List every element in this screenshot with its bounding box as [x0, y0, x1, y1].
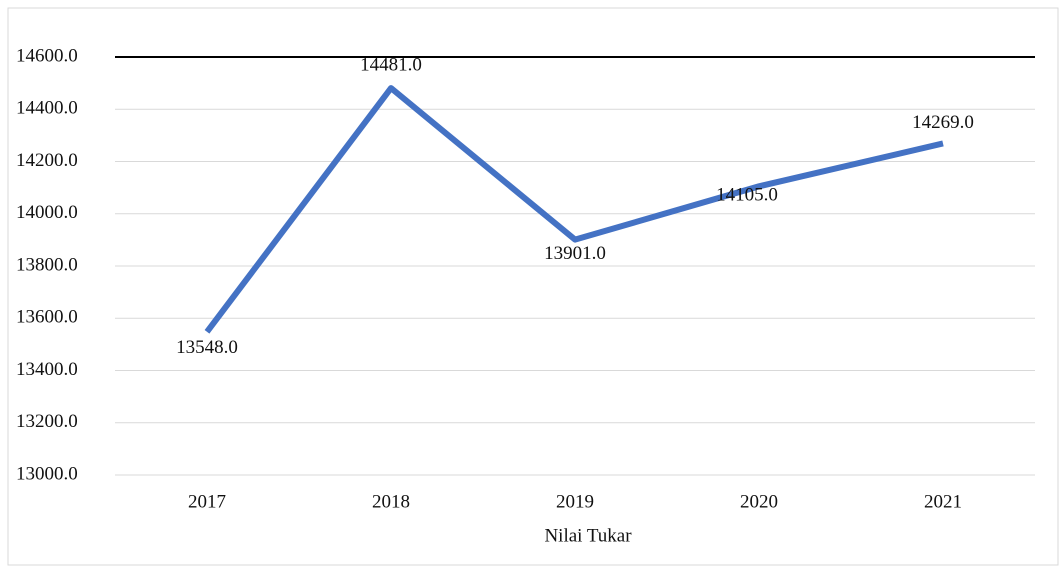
y-tick-label: 14600.0: [16, 45, 78, 66]
data-label: 14105.0: [716, 185, 778, 206]
x-axis-label: Nilai Tukar: [544, 525, 632, 546]
y-tick-label: 13800.0: [16, 254, 78, 275]
x-tick-label: 2018: [372, 491, 410, 512]
x-tick-label: 2021: [924, 491, 962, 512]
line: [204, 85, 944, 334]
x-tick-label: 2017: [188, 491, 226, 512]
data-label: 14269.0: [912, 112, 974, 133]
x-tick-label: 2019: [556, 491, 594, 512]
y-tick-label: 14200.0: [16, 150, 78, 171]
data-label: 14481.0: [360, 54, 422, 75]
y-tick-label: 13400.0: [16, 359, 78, 380]
x-tick-label: 2020: [740, 491, 778, 512]
y-tick-label: 13000.0: [16, 463, 78, 484]
chart-border: [7, 7, 1059, 566]
y-tick-label: 14000.0: [16, 202, 78, 223]
y-tick-label: 13200.0: [16, 411, 78, 432]
data-label: 13548.0: [176, 337, 238, 358]
y-tick-label: 13600.0: [16, 307, 78, 328]
data-label: 13901.0: [544, 243, 606, 264]
y-tick-label: 14400.0: [16, 98, 78, 119]
